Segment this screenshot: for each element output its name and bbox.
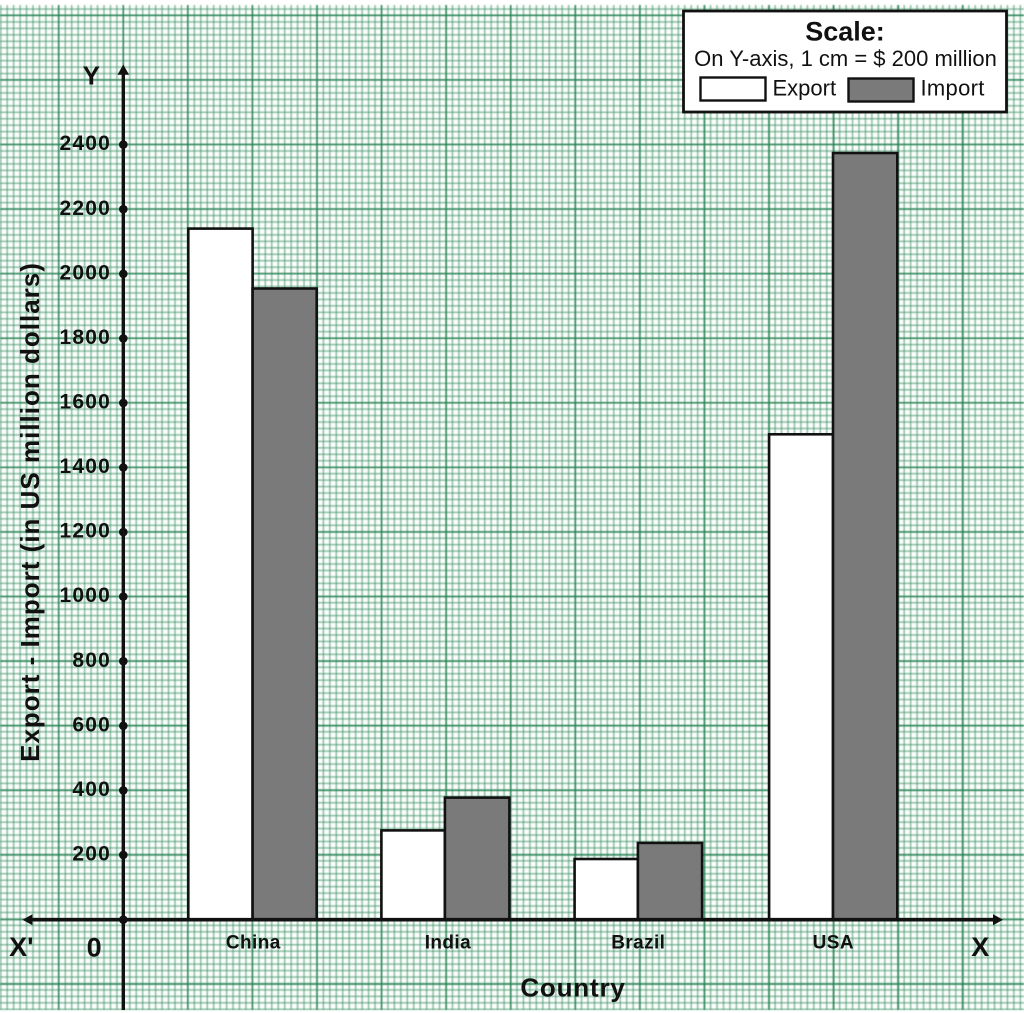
svg-text:400: 400: [72, 778, 111, 801]
svg-text:2000: 2000: [59, 261, 111, 284]
svg-text:1600: 1600: [59, 391, 111, 414]
svg-text:0: 0: [87, 932, 102, 962]
svg-text:Y: Y: [83, 61, 100, 91]
svg-text:X: X: [971, 932, 989, 962]
svg-text:Export: Export: [773, 76, 837, 101]
svg-text:Import: Import: [921, 76, 985, 101]
svg-text:Scale:: Scale:: [805, 17, 885, 47]
svg-text:1400: 1400: [59, 455, 111, 478]
svg-text:1200: 1200: [59, 520, 111, 543]
svg-text:1800: 1800: [59, 326, 111, 349]
svg-text:Export - Import (in US million: Export - Import (in US million dollars): [15, 262, 45, 762]
svg-text:1000: 1000: [59, 584, 111, 607]
svg-text:India: India: [425, 932, 471, 953]
svg-text:USA: USA: [813, 932, 854, 953]
svg-text:X': X': [9, 932, 33, 962]
svg-text:800: 800: [72, 649, 111, 672]
svg-text:Brazil: Brazil: [611, 932, 665, 953]
svg-text:On Y-axis, 1 cm = $ 200 millio: On Y-axis, 1 cm = $ 200 million: [694, 46, 997, 71]
svg-text:2200: 2200: [59, 197, 111, 220]
svg-text:Country: Country: [520, 973, 625, 1003]
svg-text:200: 200: [72, 843, 111, 866]
svg-text:2400: 2400: [59, 132, 111, 155]
svg-text:600: 600: [72, 713, 111, 736]
svg-text:China: China: [226, 932, 281, 953]
